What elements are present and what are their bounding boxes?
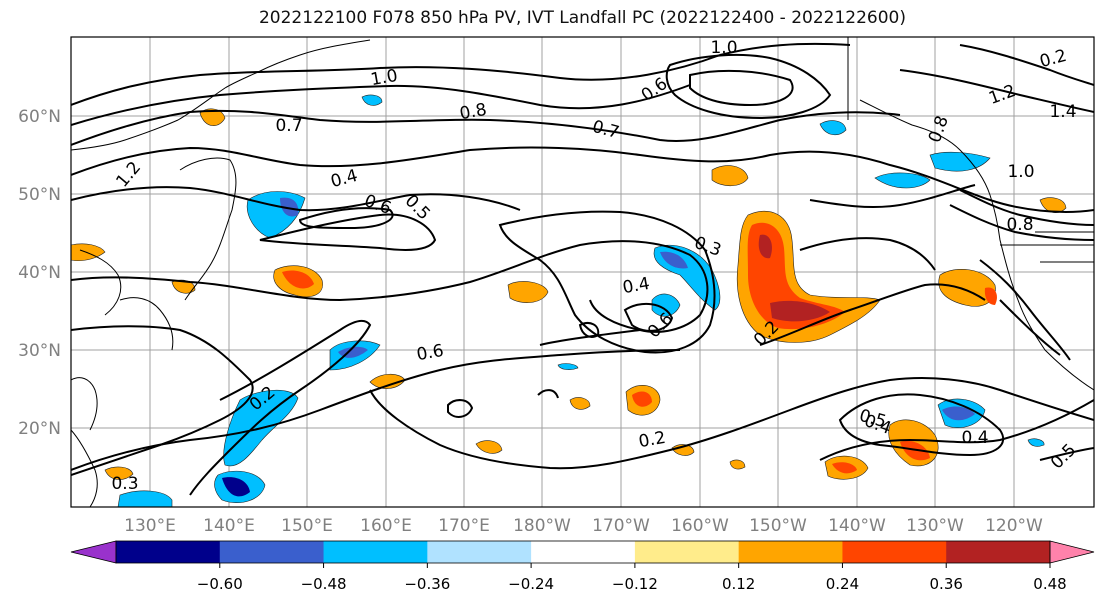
- colorbar-outline: [115, 540, 1051, 564]
- contour-label: 0.8: [458, 100, 488, 124]
- contour-label: 0.8: [1006, 215, 1033, 235]
- lon-label: 170°E: [438, 516, 490, 536]
- lon-label: 120°W: [985, 516, 1043, 536]
- lat-label: 60°N: [18, 107, 61, 127]
- latitude-labels: 60°N 50°N 40°N 30°N 20°N: [18, 107, 61, 439]
- lon-label: 140°E: [203, 516, 255, 536]
- lon-label: 150°W: [749, 516, 807, 536]
- lat-label: 50°N: [18, 185, 61, 205]
- colorbar-cell: [116, 541, 221, 563]
- colorbar-cell: [842, 541, 947, 563]
- map-frame: [70, 36, 1095, 508]
- colorbar-cell: [427, 541, 532, 563]
- colorbar-tick-label: 0.12: [722, 575, 755, 593]
- colorbar-extend-right: [1049, 540, 1095, 564]
- colorbar-cell: [531, 541, 636, 563]
- colorbar-tick-label: −0.12: [612, 575, 658, 593]
- colorbar-tick-label: −0.48: [301, 575, 347, 593]
- lon-label: 170°W: [592, 516, 650, 536]
- colorbar-ticks: −0.60 −0.48 −0.36 −0.24 −0.12 0.12 0.24 0.36 0.4…: [197, 563, 1067, 593]
- lat-label: 40°N: [18, 263, 61, 283]
- lon-label: 160°W: [671, 516, 729, 536]
- colorbar-cell: [634, 541, 740, 563]
- lon-label: 130°E: [124, 516, 176, 536]
- colorbar-cell: [946, 541, 1051, 563]
- colorbar-cell: [323, 541, 428, 563]
- contour-label: 0.7: [275, 116, 302, 136]
- colorbar-tick-label: 0.36: [930, 575, 963, 593]
- coastlines: [71, 37, 1094, 507]
- colorbar-extend-left: [70, 540, 117, 564]
- longitude-labels: 130°E 140°E 150°E 160°E 170°E 180°W 170°…: [124, 516, 1043, 536]
- colorbar-tick-label: 0.24: [826, 575, 859, 593]
- gridlines: [71, 37, 1094, 507]
- colorbar-tick-label: −0.60: [197, 575, 243, 593]
- pv-shading: [71, 94, 1067, 507]
- contour-label: 1.0: [369, 66, 399, 90]
- contour-label: 0.4: [961, 428, 988, 448]
- map-panel: 1.01.00.80.7 0.70.61.21.21.40.40.6 0.50.30…: [70, 36, 1095, 508]
- colorbar-cells: [70, 540, 1095, 564]
- colorbar-tick-label: −0.36: [404, 575, 450, 593]
- colorbar-tick-label: 0.48: [1033, 575, 1066, 593]
- lon-label: 160°E: [360, 516, 412, 536]
- lon-label: 180°W: [513, 516, 571, 536]
- lon-label: 130°W: [906, 516, 964, 536]
- lon-label: 140°W: [828, 516, 886, 536]
- contour-label: 1.0: [710, 38, 737, 58]
- colorbar: −0.60 −0.48 −0.36 −0.24 −0.12 0.12 0.24 0.36 0.4…: [70, 540, 1095, 593]
- contour-label: 0.4: [621, 274, 651, 298]
- lat-label: 20°N: [18, 419, 61, 439]
- ivt-contours: [71, 42, 1094, 496]
- contour-label: 1.0: [1007, 162, 1034, 182]
- colorbar-cell: [738, 541, 843, 563]
- contour-label: 0.2: [637, 428, 667, 452]
- colorbar-cell: [219, 541, 325, 563]
- contour-label: 1.4: [1049, 102, 1076, 122]
- figure-title: 2022122100 F078 850 hPa PV, IVT Landfall…: [258, 8, 906, 28]
- contour-label: 0.6: [415, 341, 445, 365]
- lon-label: 150°E: [281, 516, 333, 536]
- contour-label: 0.3: [111, 474, 138, 494]
- colorbar-tick-label: −0.24: [508, 575, 554, 593]
- lat-label: 30°N: [18, 341, 61, 361]
